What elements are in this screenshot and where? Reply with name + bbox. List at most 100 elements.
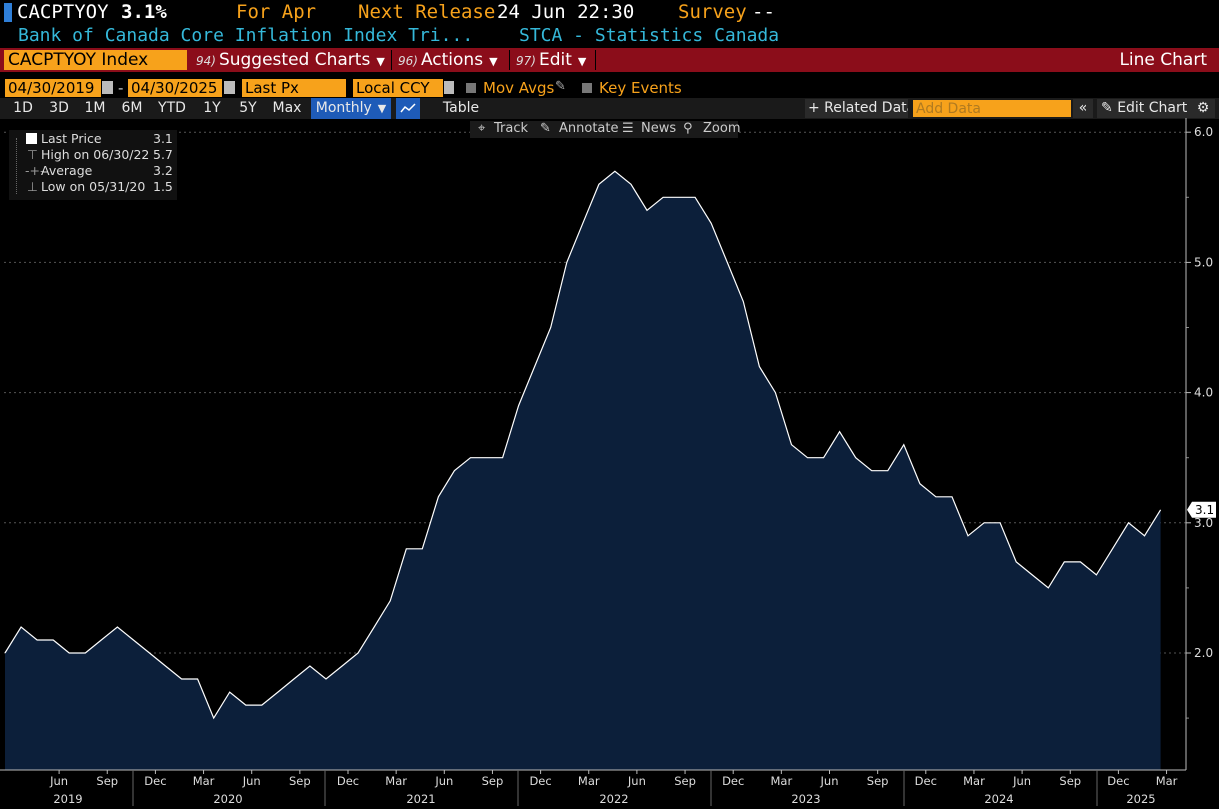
- pencil-icon[interactable]: ✎: [540, 121, 551, 136]
- zoom-icon[interactable]: ⚲: [683, 121, 693, 136]
- legend-value: 3.2: [153, 163, 173, 178]
- chart-settings: 04/30/2019 - 04/30/2025 Last Px Local CC…: [0, 78, 1219, 98]
- x-year-label: 2025: [1126, 792, 1155, 806]
- legend-label: Last Price: [41, 131, 102, 146]
- range-max-button[interactable]: Max: [272, 100, 302, 116]
- x-tick-label: Sep: [674, 774, 696, 788]
- edit-chart-button[interactable]: ✎ Edit Chart: [1097, 99, 1191, 118]
- y-tick-label: 2.0: [1194, 646, 1213, 660]
- x-year-label: 2020: [213, 792, 242, 806]
- suggested-num: 94): [196, 54, 216, 68]
- y-tick-label: 3.0: [1194, 516, 1213, 530]
- source: STCA - Statistics Canada: [519, 25, 780, 46]
- x-tick-label: Dec: [529, 774, 551, 788]
- x-year-label: 2021: [406, 792, 435, 806]
- x-tick-label: Jun: [820, 774, 839, 788]
- edit-label: Edit: [538, 50, 572, 70]
- x-tick-label: Jun: [1012, 774, 1031, 788]
- x-tick-label: Dec: [337, 774, 359, 788]
- news-button[interactable]: News: [641, 121, 677, 136]
- add-data-input[interactable]: Add Data: [913, 100, 1071, 117]
- legend-row: -+- Average 3.2: [9, 163, 177, 179]
- last-price-label: 3.1: [1195, 503, 1214, 517]
- x-year-label: 2019: [53, 792, 82, 806]
- pencil-icon[interactable]: ✎: [555, 79, 566, 94]
- next-release-label: Next Release: [358, 1, 496, 23]
- zoom-button[interactable]: Zoom: [703, 121, 741, 136]
- next-release-value: 24 Jun 22:30: [497, 1, 635, 23]
- menu-divider: [595, 50, 596, 70]
- actions-label: Actions: [420, 50, 484, 70]
- legend-value: 5.7: [153, 147, 173, 162]
- security-description: Bank of Canada Core Inflation Index Tri.…: [0, 24, 1219, 48]
- high-marker-icon: ⊤: [27, 147, 38, 162]
- range-6m-button[interactable]: 6M: [121, 100, 143, 116]
- ticker[interactable]: CACPTYOY: [17, 1, 109, 23]
- edit-menu[interactable]: 97) Edit ▼: [516, 48, 586, 72]
- low-marker-icon: ⊥: [27, 179, 38, 194]
- x-tick-label: Sep: [1059, 774, 1081, 788]
- menu-divider: [391, 50, 392, 70]
- range-1m-button[interactable]: 1M: [84, 100, 106, 116]
- news-icon[interactable]: ☰: [622, 121, 634, 136]
- caret-down-icon: ▼: [376, 55, 385, 68]
- actions-menu[interactable]: 96) Actions ▼: [398, 48, 498, 72]
- legend-row: ⊤ High on 06/30/22 5.7: [9, 147, 177, 163]
- line-chart[interactable]: 6.0 5.0 4.0 3.0 2.0 3.1 Jun Sep Dec Mar Jun Sep Dec M…: [0, 118, 1219, 809]
- track-button[interactable]: Track: [494, 121, 529, 136]
- legend-swatch: [26, 133, 37, 144]
- gear-icon[interactable]: ⚙: [1191, 99, 1215, 118]
- collapse-icon[interactable]: «: [1073, 99, 1093, 118]
- range-3d-button[interactable]: 3D: [49, 100, 69, 116]
- annotate-button[interactable]: Annotate: [559, 121, 619, 136]
- currency-select[interactable]: Local CCY: [353, 79, 443, 97]
- x-tick-label: Mar: [385, 774, 407, 788]
- range-5y-button[interactable]: 5Y: [239, 100, 257, 116]
- calendar-icon[interactable]: [102, 81, 113, 94]
- price-field-select[interactable]: Last Px: [242, 79, 346, 97]
- x-tick-label: Sep: [482, 774, 504, 788]
- caret-down-icon: ▼: [377, 102, 387, 115]
- x-tick-label: Jun: [49, 774, 68, 788]
- x-tick-label: Sep: [867, 774, 889, 788]
- calendar-icon[interactable]: [224, 81, 235, 94]
- security-field[interactable]: CACPTYOY Index: [4, 50, 187, 70]
- legend-label: Low on 05/31/20: [41, 179, 146, 194]
- chevron-down-icon[interactable]: [444, 81, 454, 94]
- chart-tools: ⌖ Track ✎ Annotate ☰ News ⚲ Zoom: [470, 121, 741, 138]
- chart-type-label[interactable]: Line Chart: [1119, 50, 1207, 70]
- range-1d-button[interactable]: 1D: [13, 100, 33, 116]
- x-tick-label: Sep: [289, 774, 311, 788]
- date-dash: -: [118, 79, 124, 97]
- crosshair-icon[interactable]: ⌖: [478, 121, 486, 136]
- x-year-label: 2024: [984, 792, 1013, 806]
- end-date-field[interactable]: 04/30/2025: [128, 79, 222, 97]
- chart-legend: Last Price 3.1 ⊤ High on 06/30/22 5.7 -+…: [9, 130, 177, 200]
- frequency-select[interactable]: Monthly ▼: [311, 98, 391, 119]
- x-tick-label: Dec: [722, 774, 744, 788]
- range-1y-button[interactable]: 1Y: [203, 100, 221, 116]
- legend-bracket: [16, 138, 18, 194]
- related-data-button[interactable]: + Related Data: [805, 99, 908, 118]
- ticker-marker: [4, 3, 12, 22]
- start-date-field[interactable]: 04/30/2019: [5, 79, 101, 97]
- menu-bar: CACPTYOY Index 94) Suggested Charts ▼ 96) A…: [0, 48, 1219, 72]
- average-marker-icon: -+-: [25, 163, 45, 178]
- caret-down-icon: ▼: [577, 55, 587, 68]
- x-tick-label: Mar: [770, 774, 792, 788]
- actions-num: 96): [398, 54, 418, 68]
- legend-value: 1.5: [153, 179, 173, 194]
- series-line: [4, 170, 1162, 720]
- frequency-label: Monthly: [315, 100, 372, 116]
- table-button[interactable]: Table: [442, 100, 480, 116]
- suggested-charts-menu[interactable]: 94) Suggested Charts ▼: [196, 48, 385, 72]
- line-chart-icon[interactable]: [396, 98, 420, 119]
- x-tick-label: Jun: [434, 774, 453, 788]
- x-year-label: 2023: [791, 792, 820, 806]
- y-tick-label: 6.0: [1194, 125, 1213, 139]
- series-area: [5, 171, 1161, 771]
- mov-avgs-checkbox[interactable]: [466, 83, 476, 93]
- key-events-checkbox[interactable]: [582, 83, 592, 93]
- range-ytd-button[interactable]: YTD: [158, 100, 186, 116]
- last-price-tag: [1187, 501, 1216, 518]
